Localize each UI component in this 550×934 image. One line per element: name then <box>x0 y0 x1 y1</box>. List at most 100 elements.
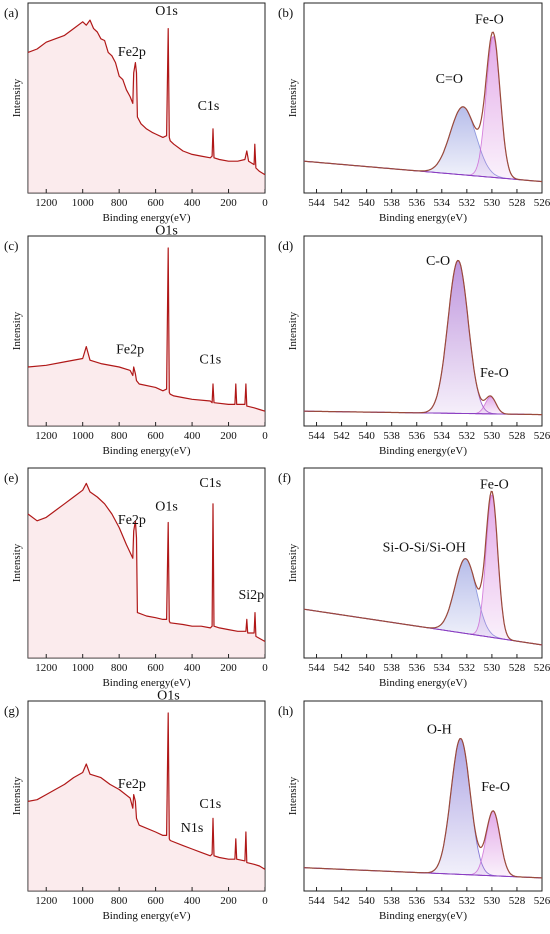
peak-annotation: Fe2p <box>118 45 146 60</box>
y-axis-title: Intensity <box>287 311 299 350</box>
x-tick-label: 534 <box>434 430 451 442</box>
x-tick-label: 538 <box>383 895 400 907</box>
peak-annotation: Fe-O <box>481 780 510 795</box>
y-axis-title: Intensity <box>287 543 299 582</box>
x-tick-label: 200 <box>220 430 237 442</box>
x-tick-label: 542 <box>333 430 350 442</box>
panel-a: 1200 1000 800 600 400 200 0 Binding energy(eV) I… <box>4 2 268 224</box>
x-tick-label: 200 <box>220 197 237 209</box>
x-tick-label: 542 <box>333 895 350 907</box>
x-tick-label: 526 <box>534 430 550 442</box>
x-tick-label: 200 <box>220 662 237 674</box>
x-tick-label: 532 <box>459 197 476 209</box>
x-tick-label: 530 <box>484 895 501 907</box>
x-tick-label: 600 <box>147 895 164 907</box>
x-tick-label: 1000 <box>72 662 95 674</box>
x-tick-label: 534 <box>434 895 451 907</box>
peak-annotation: O1s <box>155 223 178 238</box>
x-tick-label: 534 <box>434 662 451 674</box>
panel-label: (d) <box>278 238 293 253</box>
fit-peak-o-h <box>304 737 542 879</box>
peak-annotation: O-H <box>427 722 452 737</box>
peak-annotation: Fe2p <box>118 513 146 528</box>
x-tick-label: 600 <box>147 197 164 209</box>
x-tick-label: 0 <box>262 895 268 907</box>
plot-frame <box>27 467 266 659</box>
x-tick-label: 536 <box>408 197 425 209</box>
panel-label: (h) <box>278 703 293 718</box>
peak-annotation: O1s <box>155 500 178 515</box>
y-axis-title: Intensity <box>11 311 23 350</box>
survey-spectrum-line <box>27 247 266 412</box>
survey-spectrum-line <box>27 482 266 643</box>
x-tick-label: 540 <box>358 662 375 674</box>
x-tick-label: 538 <box>383 197 400 209</box>
fit-peak-fe-o <box>303 494 543 646</box>
peak-annotation: C1s <box>199 476 221 491</box>
panel-b: 544 542 540 538 536 534 532 530 528 526 Binding en… <box>278 2 550 224</box>
x-tick-label: 530 <box>484 197 501 209</box>
x-tick-label: 528 <box>509 895 526 907</box>
x-tick-label: 536 <box>408 662 425 674</box>
x-tick-label: 1200 <box>35 197 58 209</box>
plot-frame <box>303 700 543 892</box>
x-axis-title: Binding energy(eV) <box>379 677 467 689</box>
plot-frame <box>303 467 543 659</box>
x-tick-label: 532 <box>459 430 476 442</box>
peak-annotation: C=O <box>436 72 463 87</box>
survey-fill <box>28 20 265 193</box>
x-tick-label: 800 <box>111 662 128 674</box>
panel-label: (a) <box>4 5 18 20</box>
survey-fill <box>28 483 265 658</box>
plot-frame <box>303 2 543 194</box>
y-axis-title: Intensity <box>11 543 23 582</box>
plot-frame <box>27 235 266 427</box>
y-axis-title: Intensity <box>287 776 299 815</box>
panel-label: (b) <box>278 5 293 20</box>
x-tick-label: 0 <box>262 430 268 442</box>
peak-annotation: Fe-O <box>475 13 504 28</box>
peak-annotation: C1s <box>199 797 221 812</box>
x-tick-label: 600 <box>147 430 164 442</box>
x-tick-label: 534 <box>434 197 451 209</box>
x-tick-label: 1000 <box>72 895 95 907</box>
x-tick-label: 1000 <box>72 430 95 442</box>
x-tick-label: 540 <box>358 197 375 209</box>
peak-annotation: Si2p <box>238 588 264 603</box>
panel-c: 1200 1000 800 600 400 200 0 Binding energy(eV) I… <box>4 223 268 457</box>
x-axis-title: Binding energy(eV) <box>102 212 190 224</box>
x-tick-label: 526 <box>534 662 550 674</box>
x-axis-title: Binding energy(eV) <box>102 445 190 457</box>
fit-peak-fe-o <box>304 810 542 879</box>
peak-annotation: C-O <box>426 254 450 269</box>
x-tick-label: 544 <box>308 430 325 442</box>
x-tick-label: 800 <box>111 895 128 907</box>
survey-fill <box>28 713 265 891</box>
survey-fill <box>28 248 265 426</box>
x-tick-label: 544 <box>308 197 325 209</box>
peak-annotation: C1s <box>198 99 220 114</box>
peak-annotation: Fe2p <box>118 777 146 792</box>
x-tick-label: 400 <box>184 430 201 442</box>
x-tick-label: 800 <box>111 430 128 442</box>
peak-annotation: Si-O-Si/Si-OH <box>383 540 466 555</box>
panel-d: 544 542 540 538 536 534 532 530 528 526 Binding en… <box>278 235 550 457</box>
plot-frame <box>27 2 266 194</box>
fit-envelope <box>303 490 543 646</box>
x-tick-label: 1200 <box>35 895 58 907</box>
peak-annotation: Fe-O <box>480 478 509 493</box>
panel-g: 1200 1000 800 600 400 200 0 Binding energy(eV) I… <box>4 688 268 922</box>
x-tick-label: 400 <box>184 662 201 674</box>
plot-frame <box>27 700 266 892</box>
x-axis-title: Binding energy(eV) <box>379 910 467 922</box>
x-tick-label: 526 <box>534 197 550 209</box>
y-axis-title: Intensity <box>11 776 23 815</box>
x-tick-label: 532 <box>459 662 476 674</box>
fit-envelope <box>303 31 543 183</box>
x-tick-label: 1200 <box>35 430 58 442</box>
x-tick-label: 0 <box>262 197 268 209</box>
y-axis-title: Intensity <box>287 78 299 117</box>
x-tick-label: 542 <box>333 197 350 209</box>
fit-peak-fe-o <box>303 35 543 183</box>
